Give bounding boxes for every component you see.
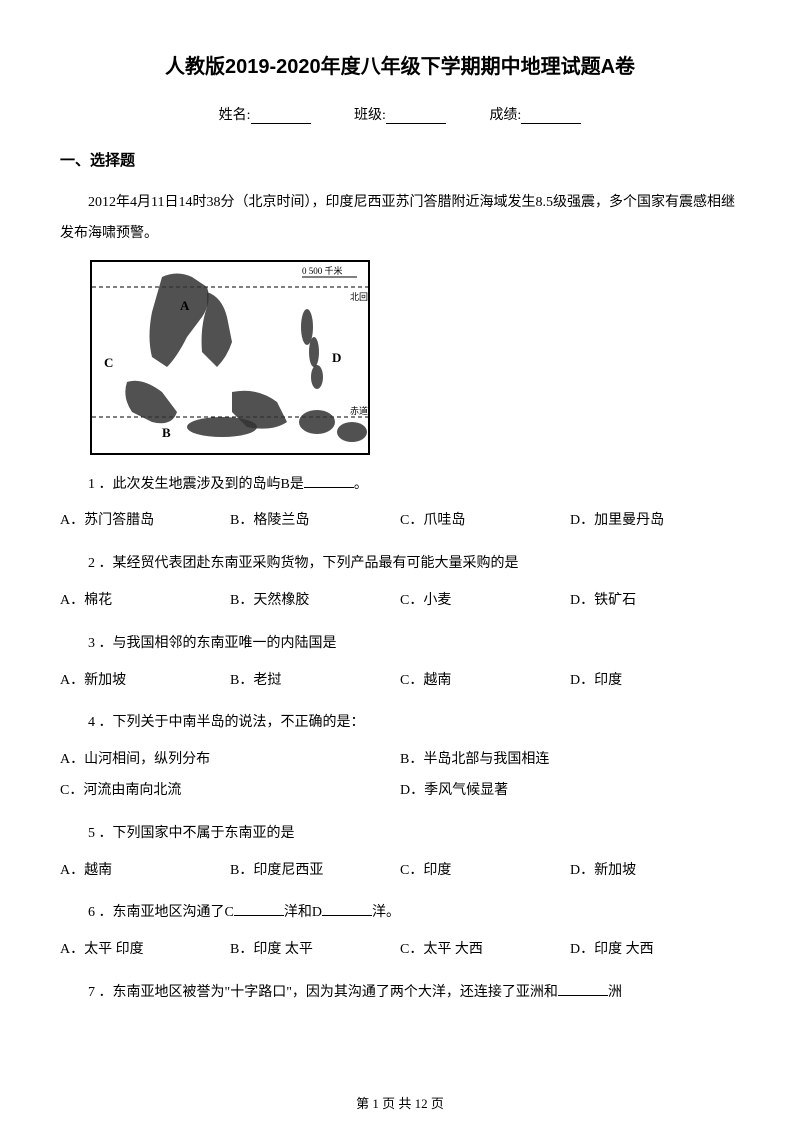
blank	[234, 902, 284, 916]
option: D．印度	[570, 666, 740, 697]
option: B．半岛北部与我国相连	[400, 745, 740, 776]
options-row: A．太平 印度B．印度 太平C．太平 大西D．印度 大西	[60, 935, 740, 966]
map-figure: 北回归线 赤道 0 500 千米 A B C D	[90, 260, 370, 455]
score-field: 成绩:	[489, 104, 581, 124]
question-1: 1 ．此次发生地震涉及到的岛屿B是。	[60, 470, 740, 501]
options-row: A．苏门答腊岛B．格陵兰岛C．爪哇岛D．加里曼丹岛	[60, 506, 740, 537]
intro-paragraph: 2012年4月11日14时38分（北京时间），印度尼西亚苏门答腊附近海域发生8.…	[60, 188, 740, 250]
map-label-a: A	[180, 298, 190, 313]
question-7: 7 ．东南亚地区被誉为"十字路口"，因为其沟通了两个大洋，还连接了亚洲和洲	[60, 978, 740, 1009]
score-underline	[521, 110, 581, 124]
name-field: 姓名:	[219, 104, 311, 124]
options-row: A．新加坡B．老挝C．越南D．印度	[60, 666, 740, 697]
equator-label: 赤道	[350, 405, 368, 416]
score-label: 成绩:	[489, 108, 521, 123]
option: A．越南	[60, 856, 230, 887]
options-row: A．越南B．印度尼西亚C．印度D．新加坡	[60, 856, 740, 887]
tropic-label: 北回归线	[350, 291, 370, 302]
option: C．河流由南向北流	[60, 776, 400, 807]
section-heading: 一、选择题	[60, 149, 740, 170]
page-title: 人教版2019-2020年度八年级下学期期中地理试题A卷	[60, 50, 740, 79]
option: A．山河相间，纵列分布	[60, 745, 400, 776]
blank	[558, 982, 608, 996]
option: B．格陵兰岛	[230, 506, 400, 537]
header-fields: 姓名: 班级: 成绩:	[60, 104, 740, 124]
option: B．老挝	[230, 666, 400, 697]
pager-total: 12	[415, 1096, 428, 1111]
map-label-c: C	[104, 355, 113, 370]
question-3: 3 ．与我国相邻的东南亚唯一的内陆国是	[60, 629, 740, 660]
blank	[322, 902, 372, 916]
class-label: 班级:	[354, 108, 386, 123]
options-row: A．棉花B．天然橡胶C．小麦D．铁矿石	[60, 586, 740, 617]
option: B．天然橡胶	[230, 586, 400, 617]
option: A．太平 印度	[60, 935, 230, 966]
option: C．小麦	[400, 586, 570, 617]
blank	[304, 474, 354, 488]
option: D．铁矿石	[570, 586, 740, 617]
option: A．棉花	[60, 586, 230, 617]
name-label: 姓名:	[219, 108, 251, 123]
option: C．印度	[400, 856, 570, 887]
question-5: 5 ．下列国家中不属于东南亚的是	[60, 819, 740, 850]
option: B．印度 太平	[230, 935, 400, 966]
scale-label: 0 500 千米	[302, 265, 343, 276]
pager: 第 1 页 共 12 页	[0, 1093, 800, 1112]
option: A．新加坡	[60, 666, 230, 697]
option: D．加里曼丹岛	[570, 506, 740, 537]
question-4: 4 ．下列关于中南半岛的说法，不正确的是：	[60, 708, 740, 739]
name-underline	[251, 110, 311, 124]
option: D．季风气候显著	[400, 776, 740, 807]
class-underline	[386, 110, 446, 124]
option: B．印度尼西亚	[230, 856, 400, 887]
option: D．印度 大西	[570, 935, 740, 966]
map-label-d: D	[332, 350, 341, 365]
option: A．苏门答腊岛	[60, 506, 230, 537]
pager-mid: 页 共	[379, 1096, 415, 1111]
pager-after: 页	[428, 1096, 444, 1111]
options-two-col: A．山河相间，纵列分布B．半岛北部与我国相连C．河流由南向北流D．季风气候显著	[60, 745, 740, 807]
question-2: 2 ．某经贸代表团赴东南亚采购货物，下列产品最有可能大量采购的是	[60, 549, 740, 580]
map-container: 北回归线 赤道 0 500 千米 A B C D	[90, 260, 740, 455]
map-label-b: B	[162, 425, 171, 440]
option: D．新加坡	[570, 856, 740, 887]
option: C．越南	[400, 666, 570, 697]
question-6: 6 ．东南亚地区沟通了C洋和D洋。	[60, 898, 740, 929]
questions-container: 1 ．此次发生地震涉及到的岛屿B是。 A．苏门答腊岛B．格陵兰岛C．爪哇岛D．加里…	[60, 470, 740, 1009]
option: C．爪哇岛	[400, 506, 570, 537]
class-field: 班级:	[354, 104, 446, 124]
pager-before: 第	[356, 1096, 372, 1111]
option: C．太平 大西	[400, 935, 570, 966]
